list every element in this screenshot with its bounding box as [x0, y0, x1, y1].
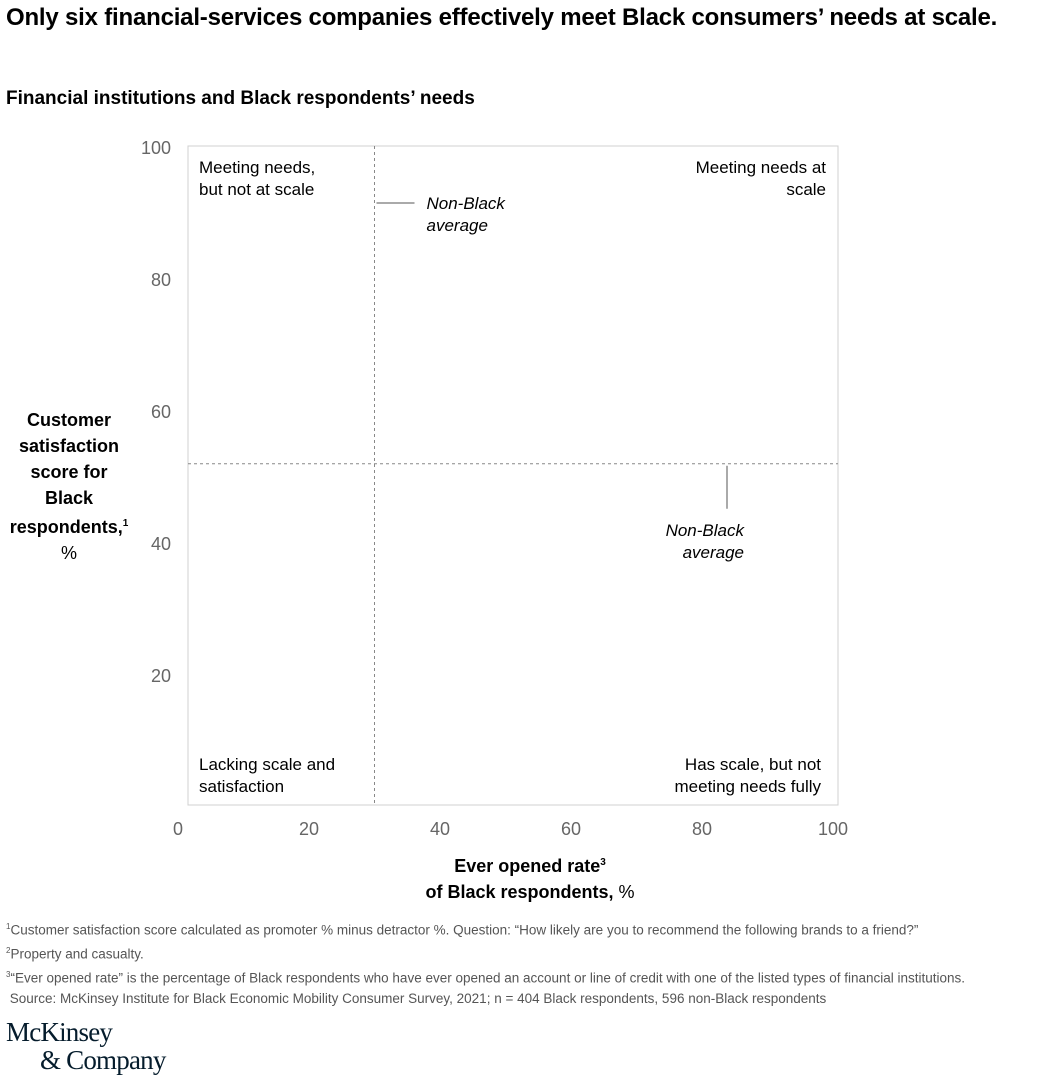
y-axis-label: Customer satisfaction score for Black re…: [9, 410, 129, 563]
y-tick-label: 80: [151, 270, 171, 290]
quadrant-label-top-left: but not at scale: [199, 180, 314, 199]
annotation-label: Non-Black: [427, 194, 507, 213]
chart-subtitle: Financial institutions and Black respond…: [6, 88, 475, 109]
chart-title: Only six financial-services companies ef…: [6, 4, 998, 31]
annotation-label: average: [683, 543, 744, 562]
y-tick-label: 100: [141, 138, 171, 158]
x-tick-label: 40: [430, 819, 450, 839]
x-axis-label: Ever opened rate3 of Black respondents, …: [425, 856, 635, 902]
quadrant-label-top-right: Meeting needs at: [696, 158, 827, 177]
annotation-label: average: [427, 216, 488, 235]
quadrant-label-bottom-left: Lacking scale and: [199, 755, 335, 774]
footnote-1: 1Customer satisfaction score calculated …: [6, 922, 919, 938]
mckinsey-logo: McKinsey & Company: [6, 1017, 166, 1075]
footnote-3: 3“Ever opened rate” is the percentage of…: [6, 970, 966, 986]
y-tick-label: 20: [151, 666, 171, 686]
y-tick-label: 60: [151, 402, 171, 422]
quadrant-label-bottom-left: satisfaction: [199, 777, 284, 796]
quadrant-label-bottom-right: Has scale, but not: [685, 755, 821, 774]
quadrant-label-bottom-right: meeting needs fully: [675, 777, 822, 796]
x-tick-label: 100: [818, 819, 848, 839]
footnotes: 1Customer satisfaction score calculated …: [6, 917, 965, 1010]
quadrant-label-top-right: scale: [786, 180, 826, 199]
y-tick-label: 40: [151, 534, 171, 554]
x-tick-label: 80: [692, 819, 712, 839]
x-tick-label: 20: [299, 819, 319, 839]
source-note: Source: McKinsey Institute for Black Eco…: [6, 991, 827, 1006]
plot-frame: [187, 145, 839, 806]
quadrant-label-top-left: Meeting needs,: [199, 158, 315, 177]
annotation-label: Non-Black: [666, 521, 746, 540]
x-tick-label: 0: [173, 819, 183, 839]
footnote-2: 2Property and casualty.: [6, 946, 144, 962]
x-tick-label: 60: [561, 819, 581, 839]
